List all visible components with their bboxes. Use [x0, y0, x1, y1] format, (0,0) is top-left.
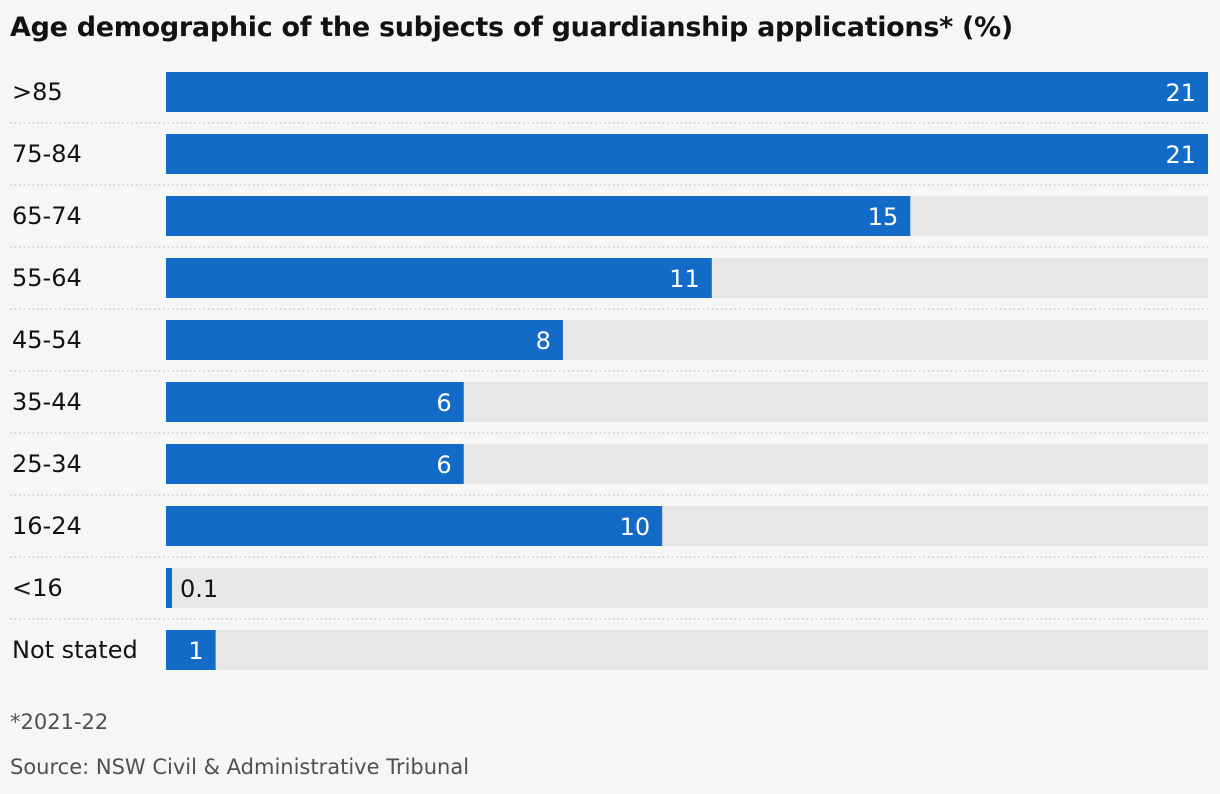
bar	[166, 320, 563, 360]
category-label: 45-54	[12, 326, 82, 354]
data-label: 0.1	[180, 575, 218, 603]
data-label: 11	[669, 265, 700, 293]
chart-title: Age demographic of the subjects of guard…	[10, 12, 1013, 43]
category-label: Not stated	[12, 636, 138, 664]
data-label: 21	[1165, 141, 1196, 169]
data-label: 10	[620, 513, 651, 541]
bar	[166, 196, 911, 236]
bar	[166, 72, 1208, 112]
data-label: 6	[436, 451, 451, 479]
data-label: 8	[536, 327, 551, 355]
bar-track	[166, 568, 1208, 608]
bar	[166, 134, 1208, 174]
data-label: 21	[1165, 79, 1196, 107]
footnote: *2021-22	[10, 710, 109, 734]
category-label: 75-84	[12, 140, 82, 168]
bar	[166, 568, 172, 608]
source-note: Source: NSW Civil & Administrative Tribu…	[10, 755, 470, 779]
bar	[166, 506, 663, 546]
data-label: 6	[436, 389, 451, 417]
category-label: 25-34	[12, 450, 82, 478]
data-label: 1	[188, 637, 203, 665]
category-label: 55-64	[12, 264, 82, 292]
bar	[166, 630, 216, 670]
category-label: 35-44	[12, 388, 82, 416]
category-label: 65-74	[12, 202, 82, 230]
category-label: <16	[12, 574, 63, 602]
bar	[166, 382, 464, 422]
data-label: 15	[868, 203, 899, 231]
bar	[166, 258, 712, 298]
bar-chart: >85 21 75-84 21 65-74 15 55-64 11 45-54 8 35-44 6 25…	[10, 72, 1208, 670]
category-label: >85	[12, 78, 63, 106]
category-label: 16-24	[12, 512, 82, 540]
bar	[166, 444, 464, 484]
bar-track	[166, 630, 1208, 670]
